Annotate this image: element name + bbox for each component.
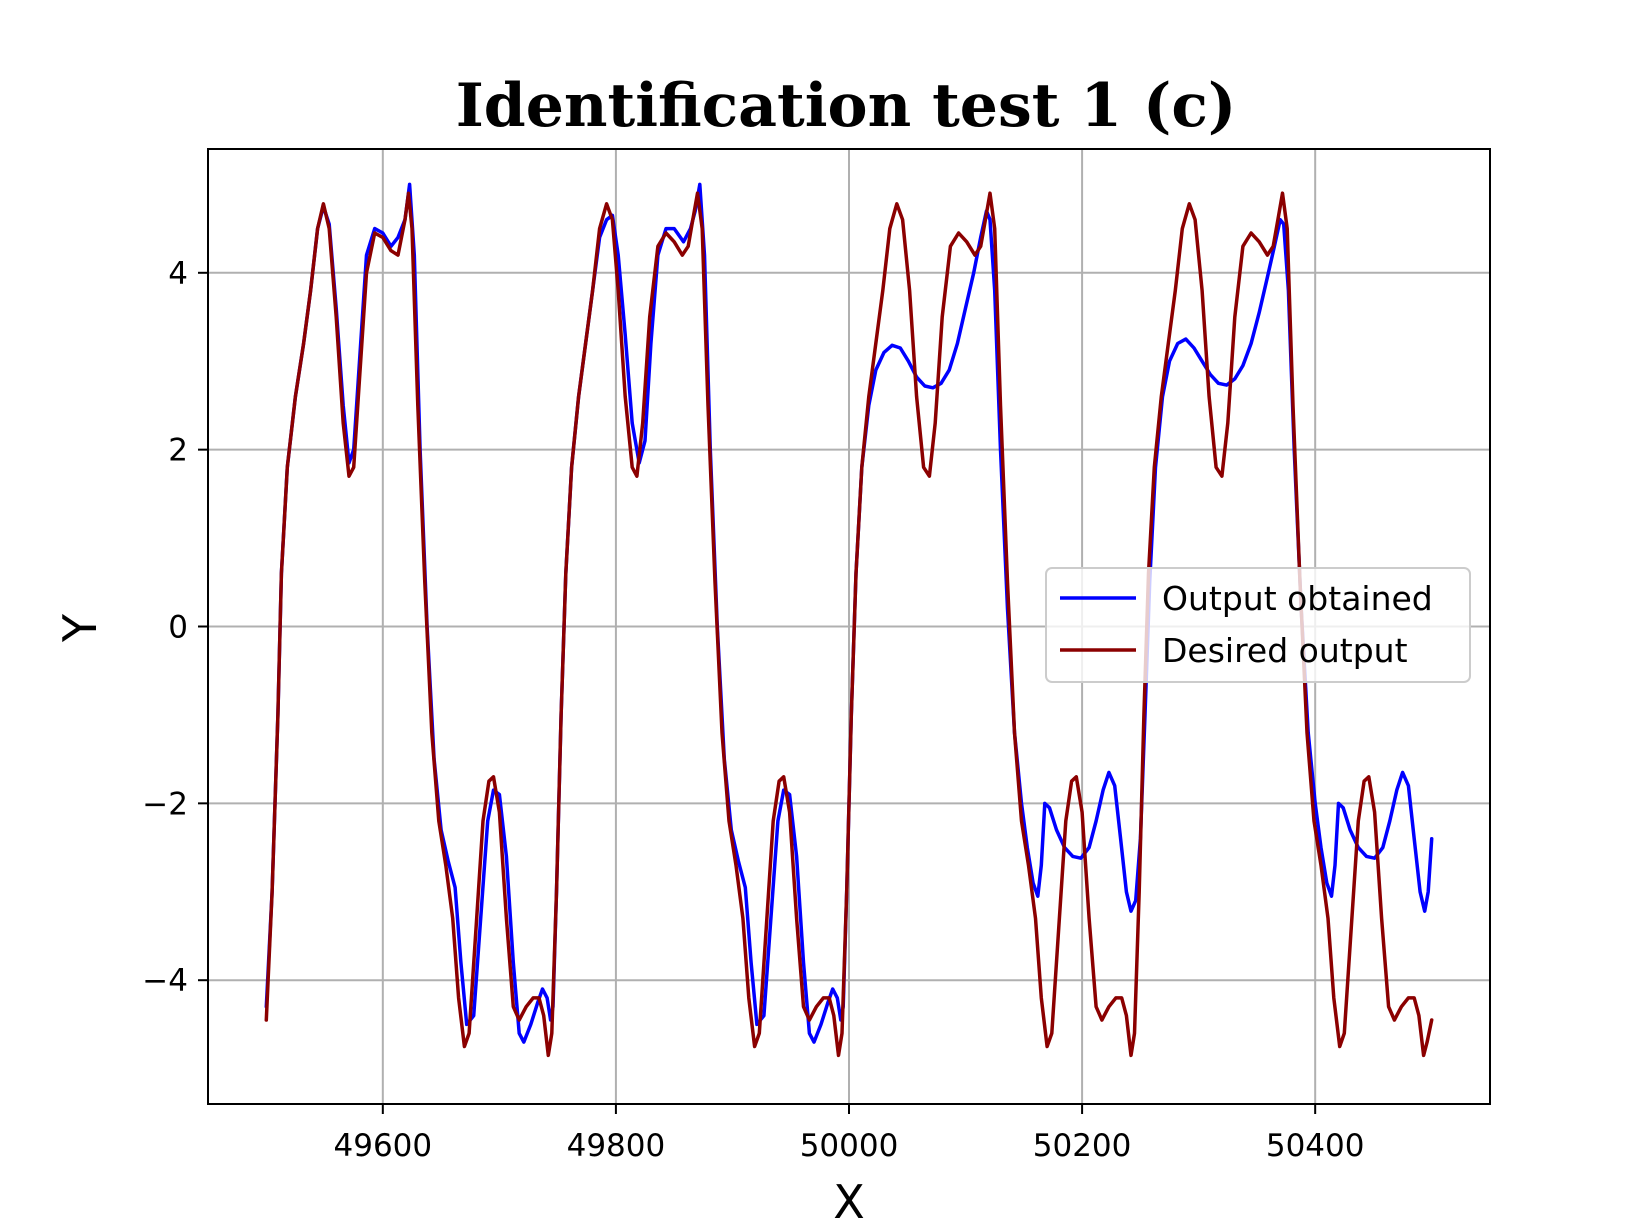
x-tick-label: 50400 (1266, 1128, 1365, 1164)
chart-title: Identification test 1 (c) (456, 71, 1237, 141)
x-tick-label: 50000 (800, 1128, 899, 1164)
y-tick-label: 2 (168, 433, 188, 469)
x-axis-ticks: 49600 49800 50000 50200 50400 (334, 1104, 1365, 1164)
series-lines (264, 182, 1434, 1058)
y-tick-label: −2 (142, 786, 188, 822)
y-tick-label: −4 (142, 963, 188, 999)
x-tick-label: 49600 (334, 1128, 433, 1164)
legend-label-output-obtained: Output obtained (1162, 579, 1433, 618)
y-tick-label: 0 (168, 610, 188, 646)
legend-label-desired-output: Desired output (1162, 631, 1408, 670)
series-line-desired-output (264, 191, 1434, 1058)
y-axis-ticks: 4 2 0 −2 −4 (142, 256, 208, 999)
x-tick-label: 50200 (1033, 1128, 1132, 1164)
y-tick-label: 4 (168, 256, 188, 292)
y-axis-label: Y (53, 613, 107, 643)
legend-box (1045, 567, 1471, 683)
x-axis-label: X (833, 1175, 865, 1228)
x-tick-label: 49800 (567, 1128, 666, 1164)
legend: Output obtained Desired output (1045, 567, 1471, 683)
